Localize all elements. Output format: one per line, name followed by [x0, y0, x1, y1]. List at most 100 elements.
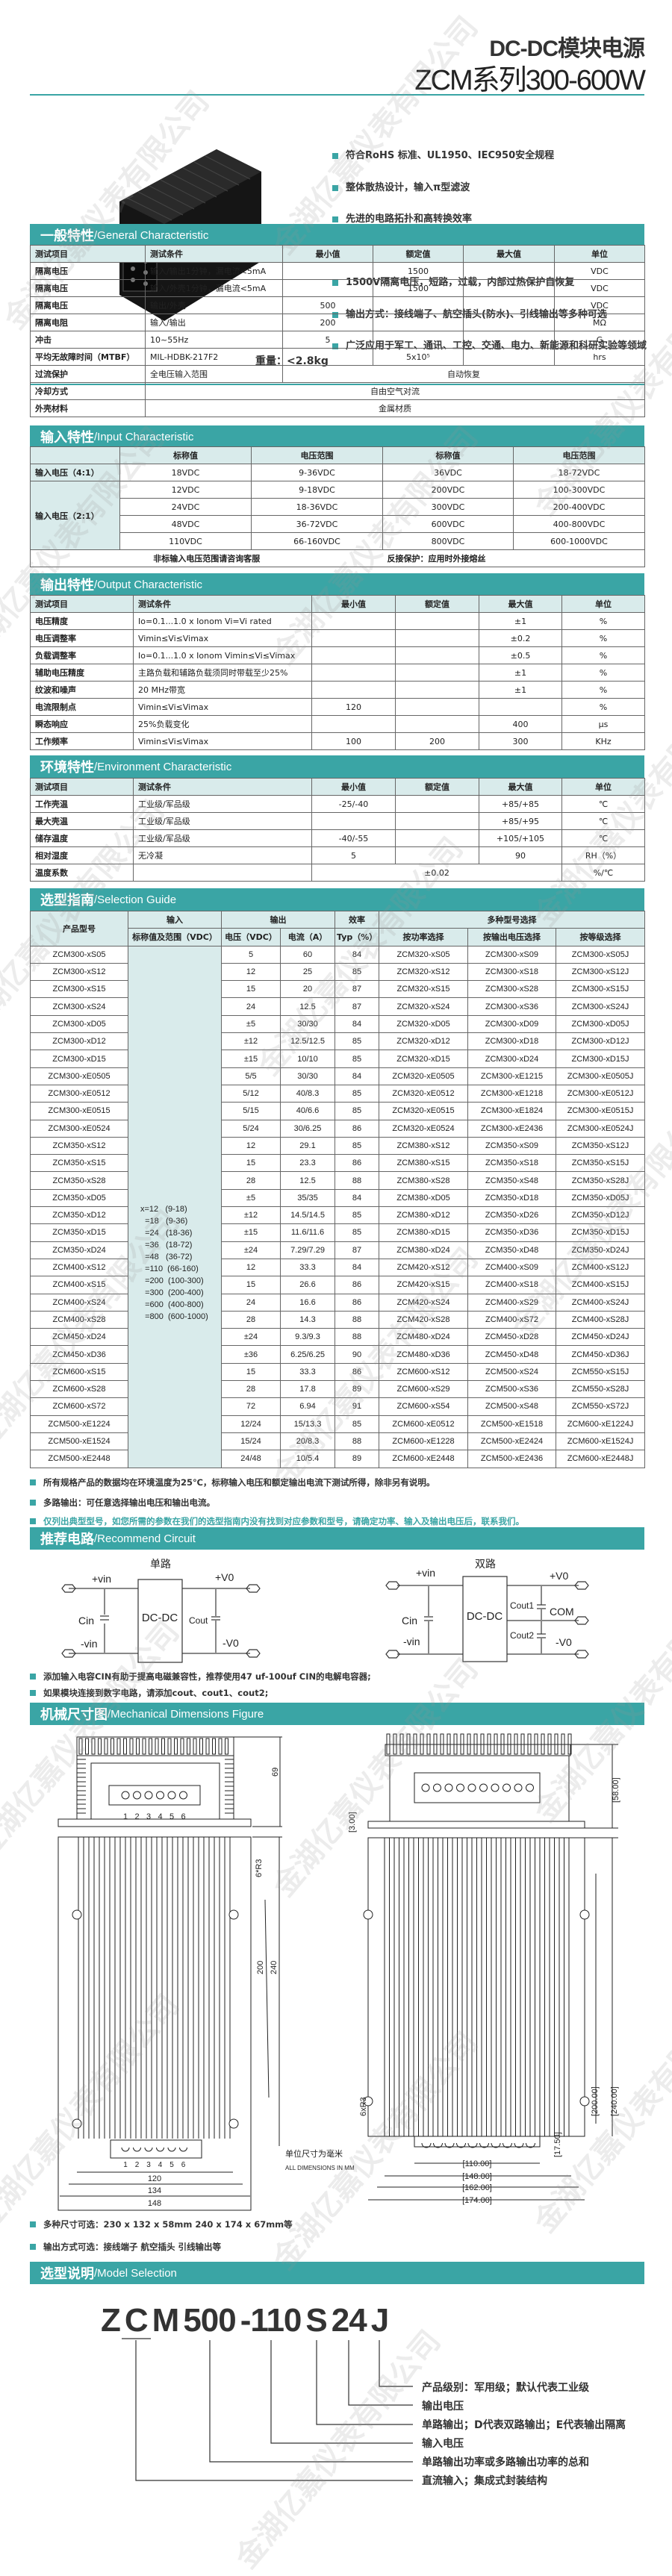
table-cell: ℃ [561, 795, 645, 813]
table-cell: 5/12 [221, 1084, 281, 1103]
feature-item: 先进的电路拓扑和高转换效率 [332, 204, 647, 236]
table-row: ZCM300-xS05 x=12 (9-18) =18 (9-36) =24 (1… [30, 945, 646, 1468]
terminal-number: 2 [134, 1812, 139, 1821]
unit-label: 单位尺寸为毫米 [285, 2148, 343, 2159]
column-header: 按输出电压选择 [467, 928, 556, 946]
table-row: ZCM450-xD24 ±24 9.3/9.3 88 ZCM480-xD24 ZCM450… [30, 1328, 646, 1347]
table-cell [395, 829, 479, 847]
table-cell: ZCM320-xE0524 [379, 1119, 468, 1138]
table-row: 负载调整率 Io=0.1...1.0 x Ionom Vimin≤Vi≤Vimax… [30, 646, 645, 664]
table-cell: ZCM400-xS18 [467, 1276, 556, 1294]
row-label: 平均无故障时间（MTBF） [30, 348, 146, 366]
model-cell: ZCM300-xE0505 [30, 1067, 128, 1085]
bullet-icon [30, 1518, 36, 1524]
table-cell [395, 698, 479, 716]
table-cell: 28 [221, 1171, 281, 1190]
dual-title: 双路 [475, 1558, 496, 1570]
table-cell: 86 [335, 1154, 379, 1173]
table-cell: ZCM480-xD36 [379, 1345, 468, 1364]
note-right: 反接保护：应用时外接熔丝 [382, 549, 645, 567]
model-cell: ZCM300-xD12 [30, 1032, 128, 1051]
table-cell: MΩ [554, 314, 645, 331]
table-cell: 600-1000VDC [513, 532, 645, 550]
table-cell: ZCM350-xS09 [467, 1136, 556, 1156]
table-cell [373, 331, 464, 349]
table-cell: ZCM320-xS12 [379, 962, 468, 982]
table-cell: 20 [280, 980, 335, 999]
table-cell [133, 864, 312, 882]
section-title: 选型指南 [40, 893, 94, 908]
column-header [30, 446, 120, 464]
table-cell: ZCM550-xS15J [555, 1362, 646, 1382]
table-cell: 9-18VDC [251, 481, 383, 499]
section-title: 选型说明 [40, 2266, 94, 2282]
section-circuit-header: 推荐电路/Recommend Circuit [30, 1527, 644, 1550]
table-cell [479, 698, 562, 716]
table-cell: ZCM380-xD12 [379, 1206, 468, 1225]
table-cell: ZCM600-xE1228 [379, 1432, 468, 1451]
table-cell: ZCM300-xE1215 [467, 1067, 556, 1085]
column-header: 额定值 [395, 778, 479, 796]
row-label: 冲击 [30, 331, 146, 349]
table-row: 相对湿度 无冷凝 5 90 RH（%） [30, 846, 645, 864]
table-cell: ZCM300-xE0512J [555, 1084, 646, 1103]
table-row: ZCM300-xE0515 5/15 40/6.6 85 ZCM320-xE0515 ZC… [30, 1102, 646, 1120]
dim-label: 148 [148, 2199, 161, 2208]
column-header: 标称值 [119, 446, 252, 464]
selection-table: 产品型号 输入 输出 效率 多种型号选择 标称值及范围（VDC） 电压（VDC） 电流（A） T… [30, 910, 646, 1468]
table-cell: 88 [335, 1432, 379, 1451]
table-cell: 66-160VDC [251, 532, 383, 550]
table-cell: 12.5 [280, 997, 335, 1016]
output-table: 测试项目 测试条件 最小值 额定值 最大值 单位 电压精度 Io=0.1...1.0 x Io… [30, 595, 645, 750]
column-header: 电流（A） [280, 928, 335, 946]
table-cell: hrs [554, 348, 645, 366]
table-cell: %/℃ [561, 864, 645, 882]
model-code-part: J [370, 2302, 390, 2339]
note-text: 多种尺寸可选：230 x 132 x 58mm 240 x 174 x 67mm… [43, 2219, 293, 2230]
input-table: 标称值 电压范围 标称值 电压范围 输入电压（4:1） 18VDC 9-36VDC 36VDC… [30, 446, 645, 567]
table-cell [395, 629, 479, 647]
table-cell: 工业级/军品级 [133, 829, 312, 847]
table-cell: 5 [282, 331, 373, 349]
dim-label: [162.00] [462, 2183, 492, 2192]
table-cell: ZCM350-xD24J [555, 1241, 646, 1259]
table-cell: 15/13.3 [280, 1415, 335, 1433]
label: Cout [189, 1615, 208, 1626]
table-cell: ZCM300-xE2436 [467, 1119, 556, 1138]
table-cell: 86 [335, 1276, 379, 1294]
table-cell: 5x10⁵ [373, 348, 464, 366]
column-header: 输出 [221, 910, 335, 929]
table-row: ZCM350-xD15 ±15 11.6/11.6 85 ZCM380-xD15 ZCM3… [30, 1223, 646, 1242]
note-text: 添加输入电容CIN有助于提高电磁兼容性，推荐使用47 uf-100uf CIN的… [43, 1671, 371, 1682]
row-label: 输入电压（2:1） [30, 481, 120, 550]
table-row: ZCM350-xS28 28 12.5 88 ZCM380-xS28 ZCM350-xS4… [30, 1171, 646, 1190]
row-label: 储存温度 [30, 829, 134, 847]
table-cell: 1500 [373, 279, 464, 297]
column-header: 测试项目 [30, 595, 134, 613]
column-header: 多种型号选择 [378, 910, 646, 929]
table-cell: ±5 [221, 1188, 281, 1208]
table-cell: ZCM420-xS24 [379, 1293, 468, 1312]
table-row: ZCM300-xS24 24 12.5 87 ZCM320-xS24 ZCM300-xS3… [30, 997, 646, 1016]
table-cell: ZCM300-xS15J [555, 980, 646, 999]
section-title-en: /Input Characteristic [94, 430, 194, 443]
table-cell: 85 [335, 1084, 379, 1103]
table-cell: ZCM400-xS28J [555, 1310, 646, 1329]
table-cell: 12VDC [119, 481, 252, 499]
note-item: 所有规格产品的数据均在环境温度为25℃，标称输入电压和额定输出电流下测试所得，除… [30, 1476, 435, 1488]
table-cell: ZCM320-xD12 [379, 1032, 468, 1051]
table-cell: +105/+105 [479, 829, 562, 847]
model-cell: ZCM300-xE0512 [30, 1084, 128, 1103]
model-code-label: 直流输入；集成式封装结构 [422, 2475, 547, 2487]
table-cell: ZCM350-xD48 [467, 1241, 556, 1259]
table-cell: G [554, 331, 645, 349]
table-header-row: 标称值及范围（VDC） 电压（VDC） 电流（A） Typ（%） 按功率选择 按输出电压选… [31, 928, 646, 946]
model-code-label: 产品级别：军用级；默认代表工业级 [422, 2382, 589, 2394]
table-cell [395, 715, 479, 733]
table-cell: 200-400VDC [513, 498, 645, 516]
table-cell: ZCM500-xE2424 [467, 1432, 556, 1451]
table-cell: ZCM320-xE0515 [379, 1102, 468, 1120]
note-item: 多种尺寸可选：230 x 132 x 58mm 240 x 174 x 67mm… [30, 2218, 293, 2230]
table-cell: Io=0.1...1.0 x Ionom Vi=Vi rated [133, 612, 312, 630]
table-cell: 金属材质 [145, 399, 645, 417]
